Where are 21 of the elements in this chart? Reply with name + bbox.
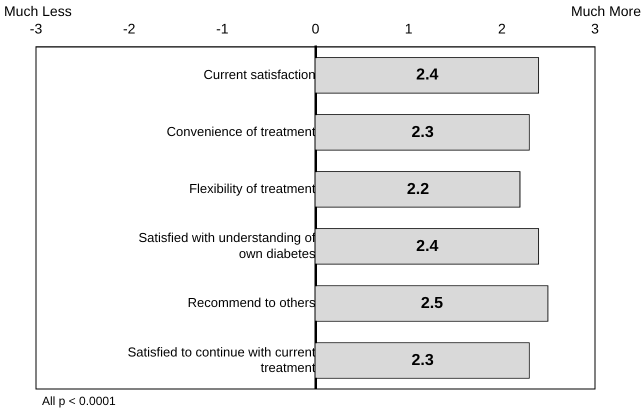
data-label: 2.3 — [412, 124, 434, 141]
y-tick-label: Current satisfaction — [204, 66, 316, 82]
x-tick-label: 2 — [498, 20, 506, 36]
text: All p < 0.0001 — [42, 394, 116, 408]
x-tick-label: 3 — [591, 20, 600, 36]
data-label: 2.3 — [412, 352, 434, 369]
data-label: 2.4 — [416, 66, 439, 84]
data-label: 2.2 — [406, 180, 430, 198]
x-tick-label: -3 — [30, 20, 42, 36]
data-label: 2.4 — [416, 238, 439, 255]
x-tick-label: 1 — [404, 20, 413, 36]
data-label: 2.5 — [420, 294, 444, 312]
text: Much More — [570, 3, 641, 19]
x-tick-label: -1 — [216, 20, 229, 36]
y-tick-label: Satisfied to continue with current treatment — [128, 344, 316, 375]
text: Much Less — [4, 3, 72, 19]
y-tick-label: Convenience of treatment — [166, 124, 316, 139]
y-tick-label: Recommend to others — [188, 295, 316, 310]
x-tick-label: -2 — [122, 20, 136, 36]
y-tick-label: Flexibility of treatment — [189, 180, 316, 196]
x-tick-label: 0 — [312, 20, 320, 36]
